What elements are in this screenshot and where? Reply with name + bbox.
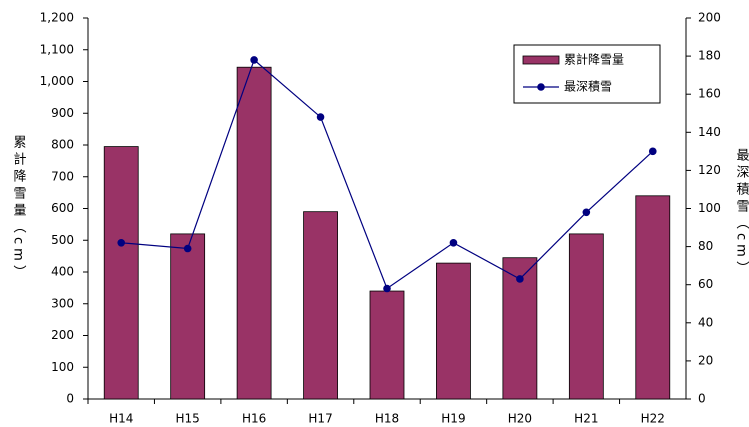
x-tick-label: H18 xyxy=(375,412,399,426)
line-point xyxy=(383,284,391,293)
y-tick-label: 300 xyxy=(51,296,74,310)
x-tick-label: H22 xyxy=(641,412,665,426)
y2-tick-label: 100 xyxy=(698,201,721,215)
x-tick-label: H17 xyxy=(308,412,332,426)
y2-tick-label: 120 xyxy=(698,163,721,177)
legend-box xyxy=(513,44,661,104)
bar xyxy=(568,233,604,400)
legend-swatch xyxy=(522,55,560,65)
y-tick-label: 1,000 xyxy=(40,74,74,88)
x-tick-label: H14 xyxy=(109,412,133,426)
y2-tick-label: 140 xyxy=(698,125,721,139)
y-tick-label: 200 xyxy=(51,328,74,342)
y2-tick-label: 160 xyxy=(698,87,721,101)
line-point xyxy=(183,244,192,253)
bar xyxy=(436,262,471,400)
bar xyxy=(369,290,405,400)
legend-label: 累計降雪量 xyxy=(564,52,624,67)
line-point xyxy=(449,238,458,247)
y2-axis-label: 最深積雪（cm） xyxy=(734,148,749,278)
line-point xyxy=(316,113,325,121)
x-tick-label: H21 xyxy=(574,412,598,426)
y-tick-label: 900 xyxy=(51,106,74,120)
y-tick-label: 1,100 xyxy=(40,42,74,56)
y2-tick-label: 200 xyxy=(698,11,721,25)
line-point xyxy=(117,238,126,247)
x-tick-label: H19 xyxy=(441,412,465,426)
bar xyxy=(635,195,671,400)
y2-tick-label: 80 xyxy=(698,239,713,253)
line-point xyxy=(250,56,258,64)
bar xyxy=(170,233,206,400)
line-point xyxy=(516,275,524,283)
y2-tick-label: 60 xyxy=(698,277,713,291)
x-tick-label: H15 xyxy=(176,412,200,426)
y2-tick-label: 180 xyxy=(698,49,721,63)
x-tick-label: H16 xyxy=(242,412,266,426)
y-tick-label: 800 xyxy=(51,138,74,152)
bar xyxy=(303,211,338,400)
y2-tick-label: 20 xyxy=(698,353,713,367)
bar xyxy=(236,66,272,400)
y2-tick-label: 40 xyxy=(698,315,713,329)
y2-tick-label: 0 xyxy=(698,392,706,406)
line-point xyxy=(582,208,591,217)
y-tick-label: 100 xyxy=(51,360,74,374)
bar xyxy=(103,146,139,400)
x-tick-label: H20 xyxy=(508,412,532,426)
legend-label: 最深積雪 xyxy=(564,79,612,94)
line-point xyxy=(648,147,657,156)
y-axis-label: 累計降雪量（cm） xyxy=(11,135,27,282)
y-tick-label: 700 xyxy=(51,169,74,183)
y-tick-label: 0 xyxy=(66,392,74,406)
y-tick-label: 600 xyxy=(51,201,74,215)
y-tick-label: 400 xyxy=(51,265,74,279)
legend-point xyxy=(537,83,545,91)
y-tick-label: 500 xyxy=(51,233,74,247)
y-tick-label: 1,200 xyxy=(40,11,74,25)
